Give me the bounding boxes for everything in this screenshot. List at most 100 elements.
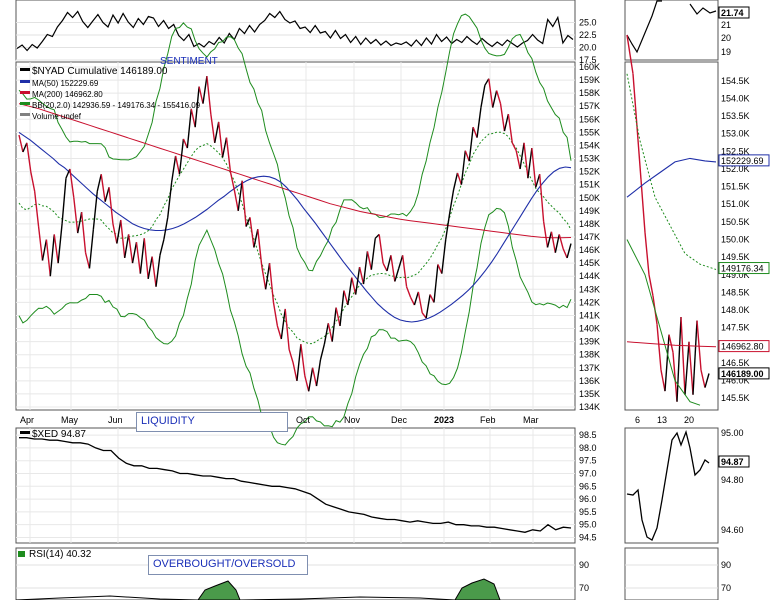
nyad-close-segment: [288, 349, 294, 363]
nyad-zoom-x-tick: 13: [657, 415, 667, 425]
nyad-y-tick: 145K: [579, 258, 600, 268]
nyad-zoom-close-segment: [700, 369, 706, 388]
nyad-zoom-y-tick: 147.5K: [721, 323, 750, 333]
nyad-zoom-close-segment: [644, 232, 650, 275]
xed-zoom-tick: 95.00: [721, 428, 744, 438]
rsi-legend: RSI(14) 40.32: [18, 549, 92, 560]
bb-value-label: 149176.34: [721, 264, 764, 274]
nyad-zoom-close-segment: [688, 341, 694, 395]
xed-y-tick: 96.0: [579, 494, 597, 504]
nyad-close-segment: [304, 375, 310, 392]
nyad-close-segment: [460, 150, 466, 185]
nyad-close-segment: [448, 189, 455, 214]
ma200-value-label-box: [718, 340, 770, 353]
nyad-close-segment: [421, 312, 427, 319]
nyad-close-segment: [37, 226, 44, 261]
ma200-value-label: 146962.80: [721, 342, 764, 352]
nyad-y-tick: 160K: [579, 62, 600, 72]
sentiment-zoom-line: [626, 0, 662, 54]
sentiment-zoom-tick: 19: [721, 47, 731, 57]
nyad-zoom-y-tick: 153.0K: [721, 129, 750, 139]
nyad-y-tick: 158K: [579, 88, 600, 98]
panel-frames: [15, 0, 719, 600]
xed-y-tick: 97.5: [579, 456, 597, 466]
nyad-close-segment: [214, 121, 220, 143]
nyad-zoom-y-tick: 152.5K: [721, 146, 750, 156]
nyad-close-segment: [417, 291, 423, 313]
x-axis-tick: Feb: [480, 415, 496, 425]
nyad-zoom-x-tick: 20: [684, 415, 694, 425]
sentiment-zoom-tick: 20: [721, 33, 731, 43]
nyad-close-segment: [284, 308, 290, 350]
nyad-close-segment: [268, 263, 275, 303]
ma50-value-label: 152229.69: [721, 156, 764, 166]
nyad-y-tick: 147K: [579, 232, 600, 242]
nyad-zoom-y-tick: 154.0K: [721, 93, 750, 103]
nyad-y-tick: 149K: [579, 206, 600, 216]
nyad-close-segment: [202, 76, 208, 104]
nyad-close-segment: [362, 251, 369, 285]
nyad-close-segment: [472, 126, 478, 138]
rsi-legend-swatch: [18, 551, 25, 557]
nyad-close-segment: [88, 229, 95, 269]
nyad-close-segment: [319, 344, 326, 361]
nyad-close-segment: [104, 187, 110, 202]
nyad-close-segment: [241, 180, 247, 227]
nyad-close-segment: [507, 113, 513, 143]
nyad-close-segment: [515, 150, 521, 170]
nyad-y-tick: 159K: [579, 75, 600, 85]
nyad-zoom-close-segment: [636, 126, 642, 180]
nyad-y-tick: 141K: [579, 310, 600, 320]
nyad-close-segment: [131, 242, 138, 264]
close-value-label: 146189.00: [721, 369, 764, 379]
nyad-y-tick: 154K: [579, 140, 600, 150]
nyad-close-segment: [382, 262, 388, 272]
nyad-zoom-y-tick: 151.5K: [721, 182, 750, 192]
sentiment-zoom-tick: 21: [721, 20, 731, 30]
nyad-zoom-close-segment: [664, 334, 670, 392]
liquidity-annotation: LIQUIDITY: [136, 412, 288, 432]
nyad-close-segment: [562, 248, 568, 259]
xed-y-tick: 96.5: [579, 481, 597, 491]
nyad-close-segment: [405, 286, 412, 298]
nyad-close-segment: [370, 238, 376, 270]
nyad-close-segment: [124, 234, 130, 259]
xed-legend: $XED 94.87: [20, 429, 86, 440]
xed-zoom-line: [626, 429, 710, 541]
nyad-close-segment: [198, 86, 204, 104]
overbought-oversold-annotation: OVERBOUGHT/OVERSOLD: [148, 555, 308, 575]
nyad-close-segment: [127, 234, 134, 264]
nyad-close-segment: [229, 171, 236, 191]
nyad-close-segment: [503, 113, 510, 132]
bb-upper-line: [18, 13, 572, 272]
nyad-zoom-y-tick: 153.5K: [721, 111, 750, 121]
rsi-title: RSI(14) 40.32: [29, 549, 92, 560]
rsi-overbought-area: [197, 580, 241, 600]
ma200-legend-swatch: [20, 91, 30, 94]
nyad-close-segment: [167, 181, 173, 218]
nyad-close-segment: [390, 255, 396, 282]
nyad-close-segment: [386, 255, 392, 272]
nyad-close-segment: [311, 367, 318, 387]
nyad-close-segment: [308, 367, 314, 392]
x-axis-tick: Oct: [296, 415, 311, 425]
nyad-zoom-y-tick: 151.0K: [721, 199, 750, 209]
nyad-zoom-y-tick: 149.0K: [721, 270, 750, 280]
nyad-close-segment: [253, 229, 259, 248]
nyad-close-segment: [550, 231, 557, 253]
nyad-zoom-close-segment: [684, 341, 690, 395]
nyad-close-segment: [61, 178, 67, 224]
nyad-zoom-y-tick: 149.5K: [721, 252, 750, 262]
nyad-close-segment: [566, 243, 572, 259]
nyad-y-tick: 156K: [579, 114, 600, 124]
nyad-y-tick: 151K: [579, 180, 600, 190]
nyad-title: $NYAD Cumulative 146189.00: [32, 66, 168, 77]
nyad-legend-swatch: [20, 68, 30, 71]
nyad-close-segment: [108, 187, 114, 224]
nyad-close-segment: [413, 291, 419, 306]
nyad-close-segment: [18, 134, 24, 153]
nyad-y-tick: 155K: [579, 127, 600, 137]
xed-y-tick: 98.5: [579, 430, 597, 440]
nyad-close-segment: [354, 266, 361, 295]
nyad-y-tick: 136K: [579, 376, 600, 386]
